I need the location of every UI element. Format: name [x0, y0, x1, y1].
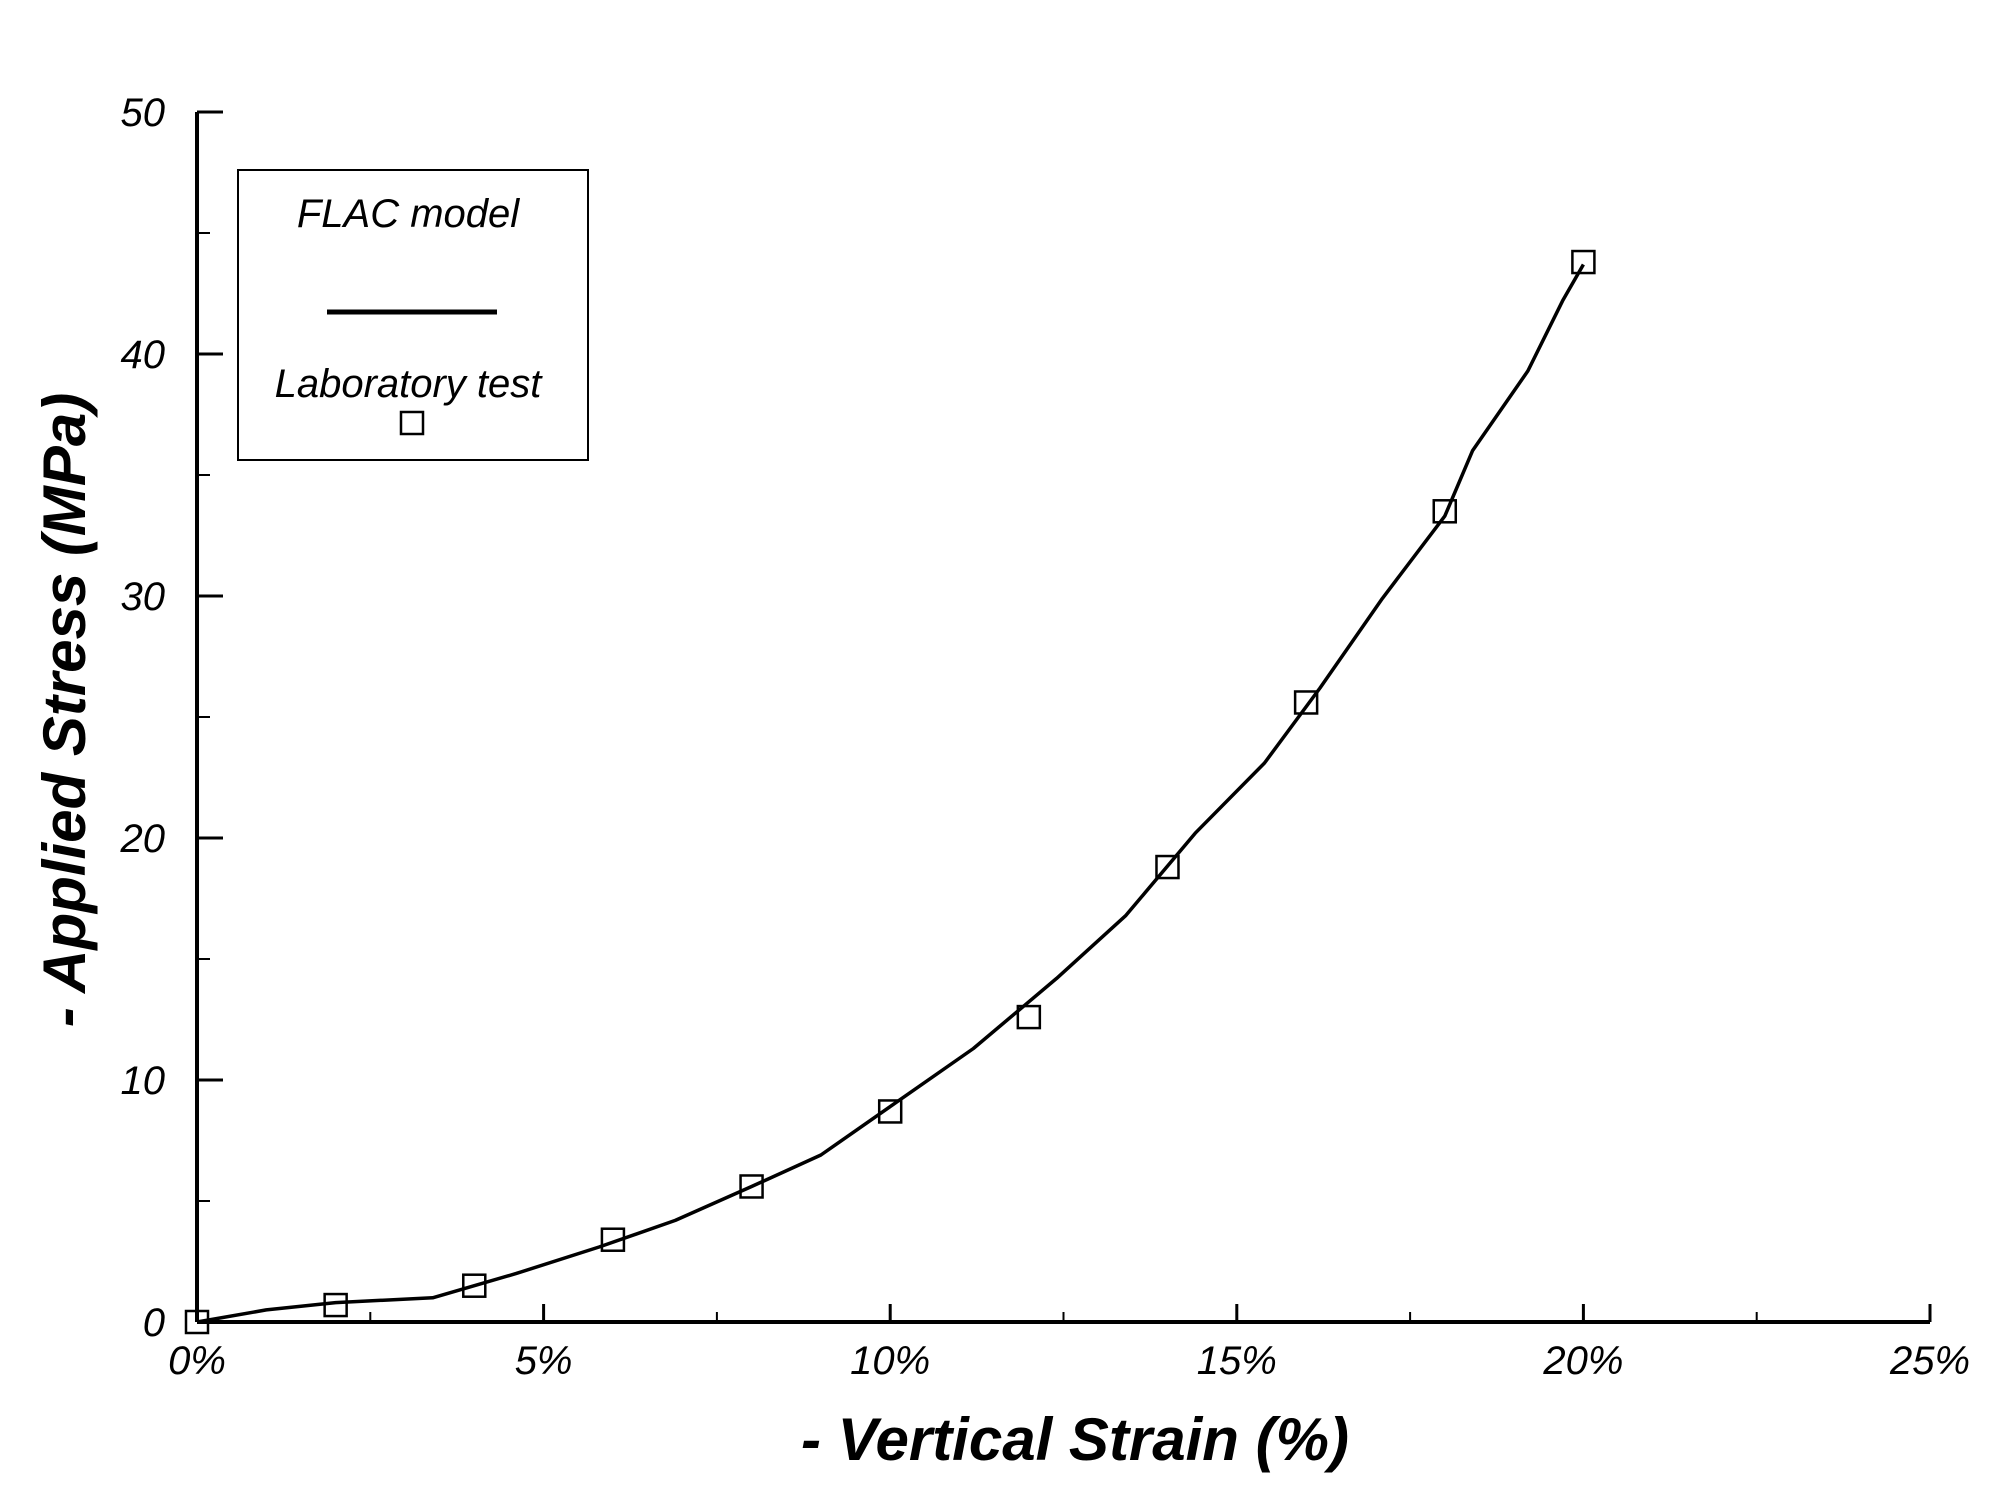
legend-square-marker: [399, 410, 425, 436]
lab-test-point: [1155, 854, 1180, 880]
legend: FLAC model Laboratory test: [237, 169, 589, 461]
lab-test-point: [1571, 249, 1596, 275]
lab-test-point: [462, 1273, 487, 1298]
y-axis-title: - Applied Stress (MPa): [31, 393, 98, 1028]
x-tick-label: 10%: [850, 1339, 930, 1383]
x-axis: 0% 5% 10% 15% 20% 25%: [168, 1304, 1970, 1383]
lab-test-point: [600, 1227, 626, 1252]
y-axis: 0 10 20 30 40 50: [120, 91, 223, 1345]
lab-test-point: [1432, 499, 1458, 524]
lab-test-point: [1016, 1004, 1042, 1030]
x-tick-label: 25%: [1889, 1339, 1970, 1383]
x-tick-label: 20%: [1542, 1339, 1623, 1383]
y-tick-label: 0: [143, 1301, 165, 1345]
y-tick-label: 50: [121, 91, 166, 135]
y-tick-label: 10: [121, 1059, 166, 1103]
x-tick-label: 15%: [1197, 1339, 1277, 1383]
y-tick-label: 40: [121, 333, 166, 377]
series-line-flac-model: [196, 263, 1585, 1324]
y-tick-label: 20: [120, 817, 166, 861]
lab-test-point: [1293, 690, 1319, 715]
lab-test-point: [739, 1174, 764, 1199]
plot-area: [184, 249, 1596, 1335]
lab-test-point: [323, 1292, 348, 1318]
legend-label-laboratory-test: Laboratory test: [275, 362, 544, 406]
legend-label-flac-model: FLAC model: [297, 192, 520, 236]
x-tick-label: 5%: [515, 1339, 573, 1383]
lab-test-point: [877, 1099, 903, 1124]
x-axis-title: - Vertical Strain (%): [801, 1406, 1349, 1473]
x-tick-label: 0%: [168, 1339, 226, 1383]
y-tick-label: 30: [121, 575, 166, 619]
